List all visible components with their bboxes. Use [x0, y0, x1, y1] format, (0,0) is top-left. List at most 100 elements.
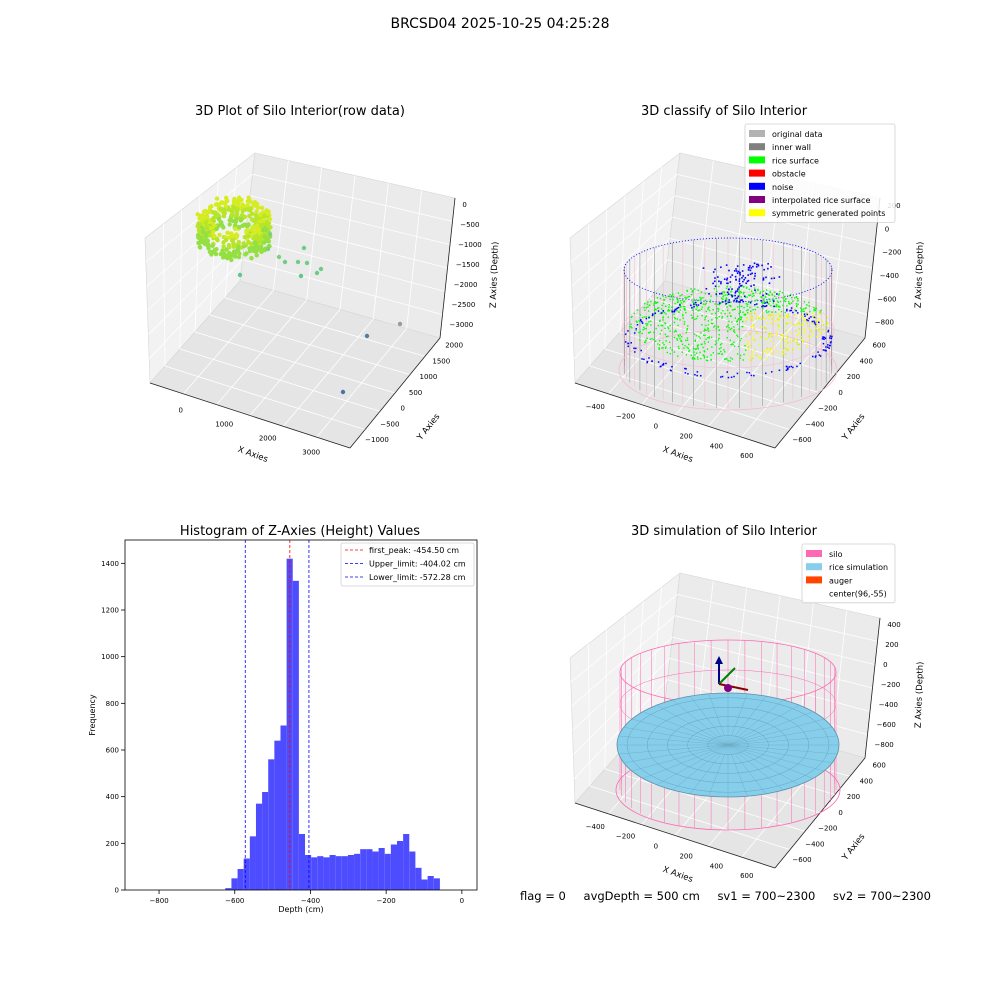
simulation-legend-swatch — [806, 563, 822, 571]
raw-outlier-point — [364, 333, 370, 339]
histogram-bar — [403, 834, 410, 890]
simulation-x-tick-label: −200 — [616, 833, 635, 841]
simulation-legend-label: rice simulation — [829, 563, 888, 572]
simulation-legend-box — [801, 543, 896, 604]
histogram-bar — [372, 851, 379, 890]
raw-z-tick-label: 0 — [462, 201, 466, 209]
classify-bottom-ring — [618, 329, 838, 411]
classify-legend-swatch — [749, 169, 765, 177]
classify-x-tick-label: 0 — [654, 423, 658, 431]
raw-z-tick-label: −3000 — [450, 321, 474, 329]
raw-y-tick-label: 500 — [409, 389, 422, 397]
simulation-legend-label: center(96,-55) — [829, 590, 887, 599]
histogram-x-axis-label: Depth (cm) — [278, 905, 323, 914]
classify-legend-swatch — [749, 156, 765, 164]
simulation-y-tick-label: 200 — [847, 793, 860, 801]
histogram-bar — [305, 855, 312, 890]
simulation-z-tick-label: 400 — [887, 621, 900, 629]
classify-y-tick-label: −400 — [805, 420, 824, 428]
histogram-x-tick-label: −600 — [225, 897, 244, 905]
avg-depth-text: avgDepth = 500 cm — [583, 889, 700, 903]
histogram-y-tick-label: 1000 — [101, 653, 119, 661]
raw-z-tick-label: −2500 — [452, 301, 476, 309]
histogram-y-tick-label: 400 — [106, 793, 119, 801]
classify-y-tick-label: −600 — [792, 436, 811, 444]
classify-legend-label: rice surface — [772, 156, 819, 165]
classify-gridlines — [570, 160, 878, 438]
classify-legend-swatch — [749, 130, 765, 137]
sv2-text: sv2 = 700~2300 — [833, 889, 931, 903]
histogram-bar — [415, 867, 422, 890]
raw-x-axis-line — [149, 382, 351, 449]
histogram-title: Histogram of Z-Axies (Height) Values — [179, 524, 421, 539]
auger-z-arrowhead — [715, 656, 723, 664]
sv1-text: sv1 = 700~2300 — [717, 889, 816, 903]
simulation-y-tick-label: −400 — [805, 840, 824, 848]
histogram-bar — [243, 858, 250, 890]
classify-x-axis-label: X Axies — [661, 445, 694, 465]
simulation-x-axis-line — [574, 802, 776, 869]
histogram-bar — [317, 856, 324, 890]
simulation-z-tick-label: 200 — [885, 641, 898, 649]
classify-z-tick-label: −800 — [875, 319, 894, 327]
raw-outlier-point — [298, 273, 304, 279]
raw-z-tick-label: −2000 — [454, 281, 478, 289]
histogram-bar — [329, 855, 336, 890]
simulation-z-tick-label: −600 — [877, 721, 896, 729]
histogram-bar — [286, 558, 293, 890]
raw-outlier-point — [295, 259, 301, 265]
histogram-x-tick-label: −400 — [301, 897, 320, 905]
histogram-legend-label: Upper_limit: -404.02 cm — [369, 560, 466, 569]
classify-top-ring — [623, 237, 833, 303]
raw-z-axis-line — [439, 197, 456, 339]
simulation-legend-swatch — [806, 550, 822, 557]
classify-legend-swatch — [749, 143, 765, 151]
histogram-bar — [390, 844, 397, 890]
simulation-y-tick-label: −200 — [818, 825, 837, 833]
raw-gridlines — [145, 160, 453, 438]
histogram-bar — [384, 853, 391, 890]
classify-legend-label: noise — [772, 183, 793, 192]
raw-outlier-point — [314, 270, 320, 276]
raw-z-axis-label: Z Axies (Depth) — [489, 241, 501, 308]
histogram-legend-label: Lower_limit: -572.28 cm — [369, 573, 466, 582]
classify-z-tick-label: −200 — [882, 249, 901, 257]
classify-x-tick-label: 400 — [710, 442, 723, 450]
simulation-x-tick-label: 600 — [740, 872, 753, 880]
histogram-bar — [421, 879, 428, 890]
raw-x-tick-label: 3000 — [302, 449, 320, 457]
classify-legend-label: obstacle — [772, 170, 806, 179]
auger-x-arrow — [718, 683, 749, 691]
raw-z-tick-label: −1500 — [456, 261, 480, 269]
footer-status: flag = 0 avgDepth = 500 cm sv1 = 700~230… — [520, 889, 945, 903]
simulation-gridlines — [570, 580, 878, 858]
histogram-x-tick-label: −800 — [149, 897, 168, 905]
histogram-bar — [427, 876, 434, 890]
raw-x-axis-label: X Axies — [236, 445, 269, 465]
simulation-z-axis-line — [864, 617, 881, 759]
classify-x-tick-label: −400 — [586, 403, 605, 411]
histogram-bar — [237, 869, 244, 890]
raw-outlier-point — [237, 272, 243, 278]
simulation-z-axis-label: Z Axies (Depth) — [914, 661, 926, 728]
simulation-x-axis-label: X Axies — [661, 865, 694, 885]
raw-panel-title: 3D Plot of Silo Interior(row data) — [195, 104, 405, 119]
histogram-frame — [124, 539, 478, 891]
classify-panel-title: 3D classify of Silo Interior — [640, 104, 808, 119]
classify-legend-label: inner wall — [772, 143, 811, 152]
histogram-bar — [341, 856, 348, 890]
simulation-y-tick-label: −600 — [792, 856, 811, 864]
classify-legend-swatch — [749, 182, 765, 190]
histogram-bar — [360, 849, 367, 890]
histogram-y-tick-label: 0 — [115, 887, 119, 895]
histogram-y-tick-label: 1400 — [101, 560, 119, 568]
classify-x-tick-label: 200 — [679, 432, 692, 440]
classify-x-tick-label: 600 — [740, 452, 753, 460]
raw-y-tick-label: 0 — [400, 405, 404, 413]
simulation-x-tick-label: 200 — [679, 852, 692, 860]
histogram-legend-label: first_peak: -454.50 cm — [369, 546, 459, 555]
classify-y-tick-label: 200 — [847, 373, 860, 381]
classify-y-tick-label: 400 — [860, 357, 873, 365]
simulation-panel-title: 3D simulation of Silo Interior — [631, 524, 817, 539]
